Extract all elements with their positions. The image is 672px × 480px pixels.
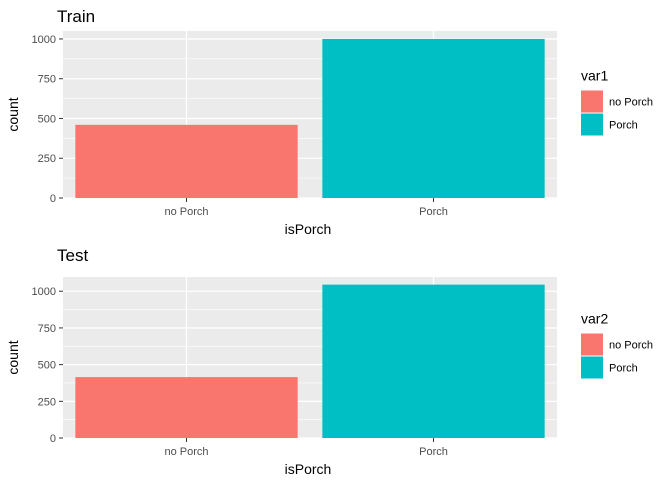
y-tick-label: 1000	[32, 34, 56, 46]
chart-panel-0: 0 250 500 750 1000 no Porch Porch Train isPorch c…	[5, 7, 653, 237]
legend-swatch	[581, 356, 603, 379]
x-tick-label: no Porch	[164, 446, 208, 458]
chart-title: Train	[57, 7, 95, 26]
legend-label: no Porch	[609, 340, 653, 352]
legend-swatch	[581, 90, 603, 113]
legend: var2 no Porch Porch	[581, 311, 653, 379]
y-tick-label: 250	[38, 396, 56, 408]
legend-swatch	[581, 113, 603, 136]
bar-porch	[322, 38, 545, 199]
bar-porch	[322, 284, 545, 438]
y-tick-label: 750	[38, 74, 56, 86]
chart-title: Test	[57, 246, 88, 265]
y-tick-label: 0	[50, 193, 56, 205]
x-axis-label: isPorch	[285, 221, 332, 237]
y-tick-label: 0	[50, 433, 56, 445]
y-tick-label: 1000	[32, 286, 56, 298]
bar-no-porch	[75, 124, 298, 198]
legend: var1 no Porch Porch	[581, 68, 653, 136]
legend-title: var1	[581, 68, 608, 84]
x-tick-label: no Porch	[164, 206, 208, 218]
chart-panel-1: 0 250 500 750 1000 no Porch Porch Test isPorch co…	[5, 246, 653, 477]
x-axis-label: isPorch	[285, 461, 332, 477]
y-axis-label: count	[5, 97, 21, 131]
y-tick-label: 500	[38, 360, 56, 372]
y-axis-label: count	[5, 340, 21, 374]
y-tick-label: 500	[38, 113, 56, 125]
x-tick-label: Porch	[419, 206, 448, 218]
legend-label: no Porch	[609, 97, 653, 109]
x-tick-label: Porch	[419, 446, 448, 458]
bar-no-porch	[75, 377, 298, 438]
legend-swatch	[581, 333, 603, 356]
legend-label: Porch	[609, 363, 638, 375]
y-tick-label: 250	[38, 153, 56, 165]
y-tick-label: 750	[38, 323, 56, 335]
legend-label: Porch	[609, 120, 638, 132]
legend-title: var2	[581, 311, 608, 327]
